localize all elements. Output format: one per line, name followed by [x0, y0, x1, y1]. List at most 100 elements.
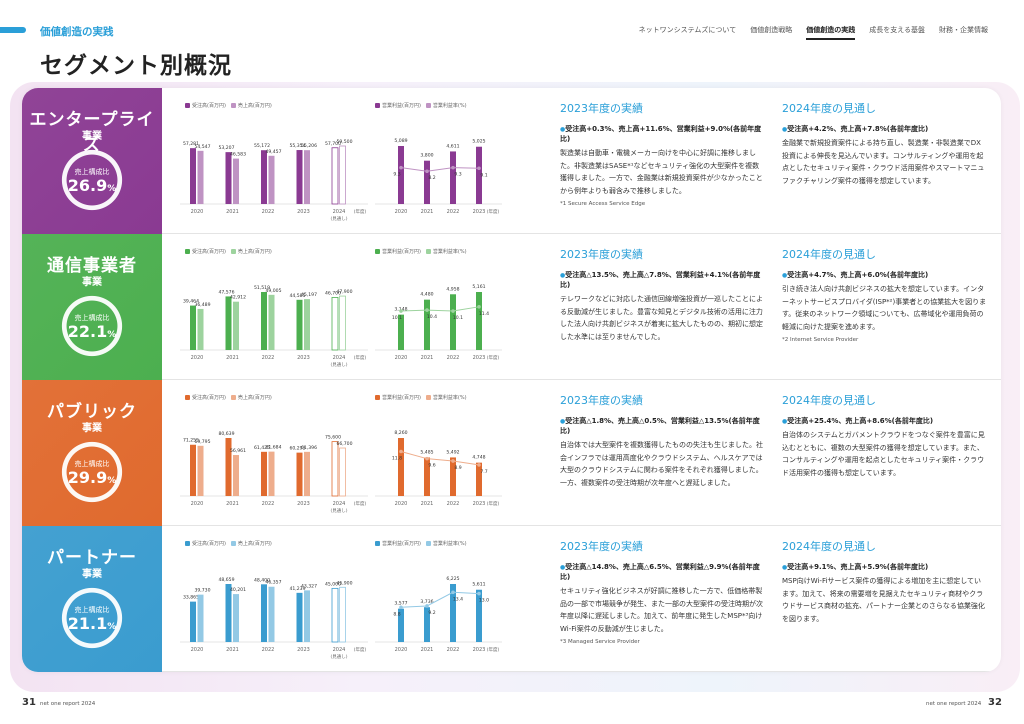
margin-value-label: 9.6 [428, 463, 435, 469]
legend-label: 受注高(百万円) [192, 103, 226, 109]
x-tick-label: 2024 [333, 355, 346, 361]
bar-value-label: 46,700 [325, 290, 341, 296]
outlook-headline: ●受注高+25.4%、売上高+8.6%(各前年度比) [782, 416, 987, 426]
x-tick-label: 2022 [447, 647, 460, 653]
section-accent-bar [0, 27, 26, 33]
results-body: テレワークなどに対応した通信回線増強投資が一巡したことによる反動減が生じました。… [560, 295, 763, 341]
brand-right: net one report 2024 [926, 701, 982, 707]
bar-value-label: 3,736 [420, 599, 433, 605]
legend-label: 営業利益(百万円) [382, 395, 421, 401]
bar-value-label: 33,865 [183, 595, 199, 601]
ratio-label: 売上構成比 [74, 460, 110, 468]
ratio-ring: 売上構成比 22.1% [59, 293, 125, 359]
bar-sales [268, 451, 275, 496]
ratio-unit: % [107, 184, 117, 194]
bar-value-label: 80,639 [218, 431, 234, 437]
bar-orders [225, 296, 232, 350]
margin-point [477, 305, 481, 309]
bullet-icon: ● [560, 564, 566, 571]
margin-value-label: 13.4 [453, 596, 463, 602]
legend-label: 売上高(百万円) [237, 249, 272, 255]
bar-orders [296, 299, 303, 350]
ratio-ring: 売上構成比 29.9% [59, 439, 125, 505]
bar-value-label: 5,611 [472, 582, 485, 588]
bar-profit [424, 607, 430, 642]
bar-sales [233, 594, 239, 642]
segment-name: パートナー [47, 548, 137, 568]
margin-point [399, 309, 403, 313]
segment-row-enterprise: エンタープライズ 事業 売上構成比 26.9% 受注高(百万円) 売上高(百万円) 営業利益… [22, 88, 1001, 234]
bar-profit [398, 438, 404, 496]
margin-line [400, 167, 480, 172]
legend-swatch [425, 541, 431, 546]
legend-label: 営業利益(百万円) [382, 103, 421, 109]
ratio-number: 22.1 [67, 322, 108, 341]
bar-profit [424, 299, 430, 350]
bar-sales [268, 586, 275, 642]
segment-sub: 事業 [82, 423, 102, 434]
bar-value-label: 56,961 [230, 448, 246, 454]
bar-value-label: 5,089 [394, 138, 407, 144]
bar-orders [296, 150, 303, 204]
bar-value-label: 46,357 [265, 580, 281, 586]
bar-value-label: 43,327 [301, 583, 317, 589]
results-headline-text: 受注高△13.5%、売上高△7.8%、営業利益+4.1%(各前年度比) [560, 271, 761, 289]
nav-item-practice[interactable]: 価値創造の実践 [806, 25, 856, 40]
x-tick-label: 2020 [395, 355, 408, 361]
text-outlook: 2024年度の見通し ●受注高+25.4%、売上高+8.6%(各前年度比) 自治体の… [782, 392, 987, 479]
bar-value-label: 40,201 [230, 587, 246, 593]
bar-value-label: 66,700 [336, 441, 352, 447]
outlook-title: 2024年度の見通し [782, 540, 876, 553]
results-body: 自治体では大型案件を複数獲得したものの失注も生じました。社会インフラでは運用高度… [560, 441, 763, 487]
legend-swatch [230, 395, 236, 400]
outlook-title: 2024年度の見通し [782, 102, 876, 115]
text-outlook: 2024年度の見通し ●受注高+4.2%、売上高+7.8%(各前年度比) 金融業で新… [782, 100, 987, 187]
ratio-value: 29.9% [59, 468, 125, 487]
bar-sales [339, 145, 346, 205]
outlook-headline-text: 受注高+4.2%、売上高+7.8%(各前年度比) [787, 125, 929, 133]
bar-orders [190, 444, 196, 496]
bar-orders [225, 152, 232, 204]
x-tick-label: 2023 [297, 501, 310, 507]
x-tick-label: 2022 [262, 647, 275, 653]
bar-value-label: 51,519 [254, 285, 270, 291]
bar-sales [268, 294, 275, 350]
x-tick-label: 2023 [473, 647, 486, 653]
legend-swatch [185, 395, 190, 400]
text-results: 2023年度の実績 ●受注高△1.8%、売上高△0.5%、営業利益△13.5%(各… [560, 392, 765, 489]
bar-orders [331, 587, 339, 643]
legend-swatch [185, 541, 190, 546]
margin-value-label: 10.4 [427, 314, 437, 320]
bar-value-label: 61,684 [265, 445, 281, 451]
outlook-headline-text: 受注高+4.7%、売上高+6.0%(各前年度比) [787, 271, 929, 279]
x-tick-label: 2021 [421, 209, 434, 215]
margin-point [451, 590, 455, 595]
x-tick-label: 2022 [262, 355, 275, 361]
margin-point [451, 309, 455, 313]
segment-card: エンタープライズ 事業 売上構成比 26.9% 受注高(百万円) 売上高(百万円) 営業利益… [22, 88, 1001, 672]
legend-swatch [185, 249, 190, 254]
margin-value-label: 10.1 [392, 315, 402, 321]
bar-profit [398, 608, 404, 642]
bullet-icon: ● [782, 272, 788, 279]
nav-item-financial[interactable]: 財務・企業情報 [939, 26, 988, 34]
x-tick-note: (見通し) [330, 215, 347, 222]
margin-point [477, 166, 481, 171]
bar-value-label: 5,485 [420, 449, 433, 455]
legend-swatch [375, 103, 380, 108]
margin-point [425, 456, 429, 461]
bar-sales [304, 590, 310, 642]
bar-value-label: 4,958 [446, 286, 459, 292]
legend-label: 営業利益率(%) [432, 103, 467, 109]
nav-item-strategy[interactable]: 価値創造戦略 [750, 26, 793, 34]
nav-item-about[interactable]: ネットワンシステムズについて [638, 26, 737, 34]
bar-profit [450, 457, 456, 496]
bar-profit [450, 151, 456, 204]
bar-value-label: 36,489 [194, 302, 210, 308]
margin-point [425, 604, 429, 608]
legend-swatch [375, 249, 380, 254]
results-headline-text: 受注高△14.8%、売上高△6.5%、営業利益△9.9%(各前年度比) [560, 563, 760, 581]
ratio-value: 26.9% [59, 176, 125, 195]
bar-value-label: 41,239 [289, 586, 305, 592]
nav-item-foundation[interactable]: 成長を支える基盤 [869, 26, 925, 34]
